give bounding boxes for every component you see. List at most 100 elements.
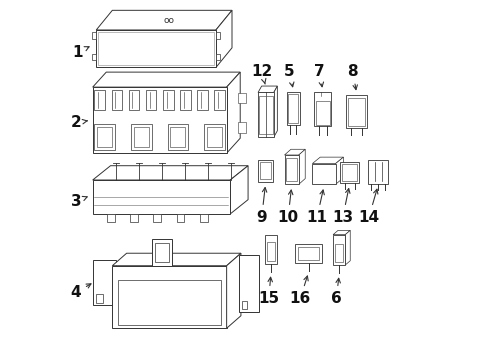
Text: 6: 6 (330, 278, 341, 306)
Bar (96, 30, 216, 67)
Circle shape (101, 296, 107, 303)
Text: 12: 12 (250, 64, 272, 84)
Polygon shape (93, 166, 247, 180)
Bar (200, 214, 207, 222)
Text: 2: 2 (70, 115, 87, 130)
Bar (239, 255, 258, 312)
Bar (92, 32, 96, 39)
Bar (238, 93, 245, 103)
Bar (216, 32, 220, 39)
Bar (313, 93, 331, 126)
Circle shape (98, 272, 110, 285)
Bar (118, 280, 221, 325)
Bar (286, 93, 300, 125)
Text: oo: oo (163, 15, 174, 24)
Text: 8: 8 (346, 64, 357, 90)
Text: 1: 1 (72, 45, 89, 60)
Text: 7: 7 (314, 64, 324, 87)
Text: 10: 10 (277, 190, 298, 225)
Bar (180, 90, 190, 110)
Text: 3: 3 (70, 194, 87, 209)
Text: 16: 16 (289, 276, 310, 306)
Bar (130, 214, 138, 222)
Bar (94, 123, 115, 150)
Bar (93, 260, 116, 305)
Bar (258, 93, 273, 137)
Bar (167, 123, 188, 150)
Text: 14: 14 (358, 189, 379, 225)
Bar (298, 247, 319, 260)
Bar (203, 123, 224, 150)
Polygon shape (226, 72, 240, 153)
Bar (163, 90, 173, 110)
Circle shape (244, 267, 254, 278)
Polygon shape (284, 149, 305, 155)
Bar (260, 162, 270, 179)
Bar (107, 214, 115, 222)
Polygon shape (335, 157, 343, 184)
Text: 5: 5 (284, 64, 294, 87)
Bar (131, 123, 151, 150)
Bar (197, 90, 207, 110)
Bar (340, 162, 358, 183)
Bar (288, 94, 298, 123)
Polygon shape (230, 166, 247, 214)
Bar (214, 90, 224, 110)
Bar (94, 90, 105, 110)
Bar (134, 127, 148, 147)
Bar (242, 301, 247, 309)
Polygon shape (273, 86, 277, 137)
Bar (258, 159, 272, 182)
Text: 13: 13 (331, 189, 352, 225)
Bar (111, 90, 122, 110)
Bar (95, 294, 103, 302)
Bar (206, 127, 222, 147)
Polygon shape (312, 157, 343, 163)
Bar (295, 244, 322, 263)
Bar (216, 54, 220, 60)
Polygon shape (96, 10, 231, 30)
Ellipse shape (302, 249, 314, 257)
Bar (315, 101, 329, 125)
Bar (284, 155, 298, 184)
Circle shape (245, 293, 252, 300)
Bar (155, 243, 168, 262)
Polygon shape (332, 230, 349, 235)
Bar (348, 98, 364, 126)
Bar (332, 235, 345, 265)
Bar (128, 90, 139, 110)
Bar (264, 235, 276, 264)
Bar (112, 266, 226, 328)
Text: 11: 11 (306, 190, 327, 225)
Text: 15: 15 (258, 277, 279, 306)
Bar (153, 214, 161, 222)
Bar (98, 32, 213, 65)
Bar (342, 164, 356, 181)
Polygon shape (298, 149, 305, 184)
Bar (312, 163, 335, 184)
Text: 9: 9 (256, 188, 266, 225)
Bar (343, 166, 350, 174)
Bar (266, 242, 274, 261)
Bar (170, 127, 185, 147)
Polygon shape (226, 253, 241, 328)
Bar (97, 127, 112, 147)
Bar (285, 158, 296, 181)
Bar (93, 87, 226, 153)
Bar (346, 95, 366, 128)
Bar (265, 96, 272, 134)
Text: 4: 4 (70, 284, 91, 300)
Circle shape (344, 167, 349, 172)
Bar (152, 239, 172, 266)
Polygon shape (258, 86, 277, 93)
Bar (334, 244, 343, 262)
Polygon shape (112, 253, 241, 266)
Polygon shape (93, 72, 240, 87)
Bar (93, 180, 230, 214)
Bar (367, 160, 387, 184)
Bar (259, 96, 265, 134)
Bar (238, 122, 245, 133)
Polygon shape (345, 230, 349, 265)
Polygon shape (216, 10, 231, 67)
Bar (176, 214, 184, 222)
